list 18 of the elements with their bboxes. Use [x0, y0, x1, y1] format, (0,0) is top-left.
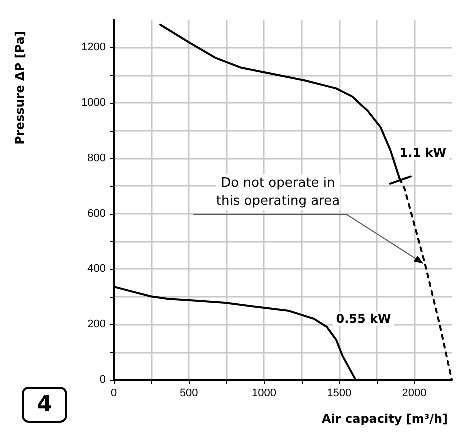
x-axis-title: Air capacity [m³/h]	[322, 412, 448, 426]
annotation: Do not operate in this operating area	[216, 176, 340, 210]
x-tick-label: 1500	[327, 388, 352, 400]
x-tick-label: 2000	[402, 388, 427, 400]
y-tick-label: 1200	[82, 42, 106, 54]
text: 4	[37, 392, 52, 418]
y-tick-label: 800	[88, 152, 106, 164]
y-tick-label: 0	[100, 374, 106, 386]
y-tick-label: 200	[88, 318, 106, 331]
y-tick-label: 600	[88, 208, 106, 220]
x-tick-label: 1000	[252, 388, 276, 400]
series-label: 0.55 kW	[336, 312, 392, 326]
x-tick-label: 0	[110, 388, 118, 400]
y-tick-label: 400	[88, 263, 106, 276]
x-tick-label: 500	[180, 388, 198, 400]
y-axis-title: Pressure ΔP [Pa]	[13, 31, 27, 145]
y-tick-label: 1000	[82, 97, 106, 110]
series-label: 1.1 kW	[400, 146, 447, 160]
